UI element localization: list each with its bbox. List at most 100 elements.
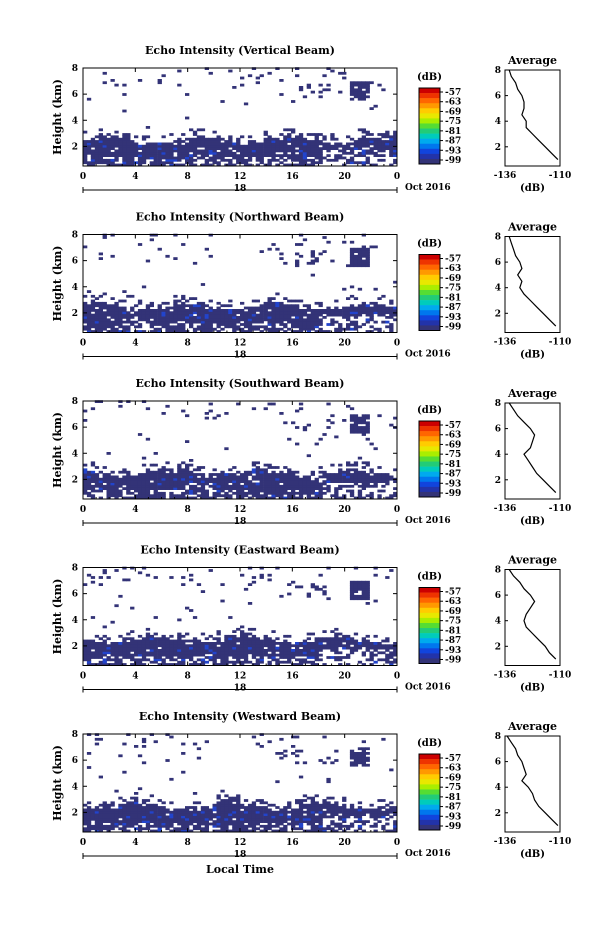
heatmap-cell <box>228 489 233 493</box>
heatmap-cell <box>247 323 253 326</box>
heatmap-cell <box>342 287 347 291</box>
heatmap-cell <box>267 327 272 331</box>
heatmap-cell <box>185 824 190 828</box>
heatmap-cell <box>173 156 178 160</box>
heatmap-cell <box>224 154 229 157</box>
heatmap-cell <box>106 147 111 150</box>
heatmap-cell <box>161 644 166 648</box>
heatmap-cell <box>220 824 225 828</box>
heatmap-cell <box>86 808 92 812</box>
heatmap-cell <box>185 158 190 162</box>
heatmap-cell <box>216 325 221 329</box>
heatmap-cell <box>377 473 382 476</box>
heatmap-cell <box>243 827 249 831</box>
heatmap-cell <box>83 656 88 659</box>
heatmap-cell <box>247 639 253 643</box>
heatmap-cell <box>177 330 182 333</box>
heatmap-cell <box>149 806 154 809</box>
heatmap-cell <box>90 154 96 157</box>
heatmap-cell <box>220 309 225 312</box>
heatmap-cell <box>346 142 351 146</box>
heatmap-cell <box>118 489 123 493</box>
heatmap-cell <box>349 416 355 420</box>
colorbar-tick-label: -87 <box>445 470 461 480</box>
heatmap-cell <box>94 325 100 329</box>
heatmap-cell <box>326 484 331 488</box>
heatmap-cell <box>149 301 154 305</box>
heatmap-cell <box>126 313 131 317</box>
heatmap-cell <box>208 473 213 476</box>
heatmap-cell <box>291 815 296 819</box>
heatmap-cell <box>306 318 311 322</box>
heatmap-cell <box>314 323 319 326</box>
heatmap-cell <box>318 808 323 812</box>
heatmap-cell <box>106 318 111 322</box>
heatmap-cell <box>267 313 272 317</box>
heatmap-cell <box>228 161 233 165</box>
heatmap-cell <box>185 489 190 493</box>
heatmap-cell <box>134 149 139 153</box>
heatmap-cell <box>334 144 339 148</box>
heatmap-cell <box>145 653 151 657</box>
heatmap-cell <box>114 158 119 162</box>
heatmap-cell <box>212 663 217 666</box>
heatmap-cell <box>326 637 331 641</box>
heatmap-cell <box>318 133 323 136</box>
heatmap-cell <box>263 808 268 812</box>
heatmap-cell <box>189 473 194 476</box>
heatmap-cell <box>240 487 245 490</box>
heatmap-cell <box>122 470 127 474</box>
heatmap-cell <box>302 313 308 317</box>
heatmap-cell <box>90 161 96 165</box>
heatmap-cell <box>161 491 166 495</box>
heatmap-cell <box>346 810 351 814</box>
heatmap-cell <box>385 810 390 814</box>
heatmap-cell <box>208 330 213 333</box>
heatmap-cell <box>114 154 119 157</box>
heatmap-cell <box>322 236 327 239</box>
heatmap-cell <box>90 330 96 333</box>
heatmap-cell <box>251 822 257 826</box>
heatmap-cell <box>137 639 143 643</box>
heatmap-cell <box>306 86 311 89</box>
heatmap-cell <box>393 313 398 317</box>
heatmap-cell <box>361 304 366 308</box>
colorbar-frame <box>418 254 441 331</box>
heatmap-cell <box>86 147 92 150</box>
heatmap-cell <box>263 130 268 134</box>
heatmap-cell <box>98 320 103 324</box>
heatmap-cell <box>389 651 394 655</box>
heatmap-cell <box>192 487 198 490</box>
heatmap-cell <box>90 484 96 488</box>
heatmap-cell <box>98 660 103 664</box>
heatmap-cell <box>86 304 92 308</box>
heatmap-cell <box>196 813 202 816</box>
heatmap-cell <box>110 827 115 831</box>
heatmap-cell <box>130 822 135 826</box>
heatmap-cell <box>349 639 355 643</box>
heatmap-cell <box>236 484 241 488</box>
heatmap-cell <box>86 649 92 652</box>
heatmap-cell <box>137 646 143 650</box>
heatmap-cell <box>361 637 366 641</box>
heatmap-cell <box>122 144 127 148</box>
colorbar-tick-label: -93 <box>445 479 461 489</box>
heatmap-cell <box>141 489 147 493</box>
heatmap-cell <box>357 95 363 99</box>
heatmap-cell <box>357 646 363 650</box>
heatmap-cell <box>86 309 92 312</box>
heatmap-cell <box>130 806 135 809</box>
heatmap-cell <box>165 142 170 146</box>
heatmap-cell <box>381 320 386 324</box>
heatmap-cell <box>200 480 206 483</box>
avg-y-tick-label: 4 <box>495 617 501 627</box>
heatmap-cell <box>212 137 217 141</box>
heatmap-cell <box>216 796 221 800</box>
heatmap-cell <box>181 656 186 659</box>
heatmap-cell <box>220 829 225 833</box>
heatmap-cell <box>134 144 139 148</box>
heatmap-cell <box>192 473 198 476</box>
heatmap-cell <box>192 644 198 648</box>
heatmap-cell <box>287 149 292 153</box>
heatmap-cell <box>157 163 162 167</box>
